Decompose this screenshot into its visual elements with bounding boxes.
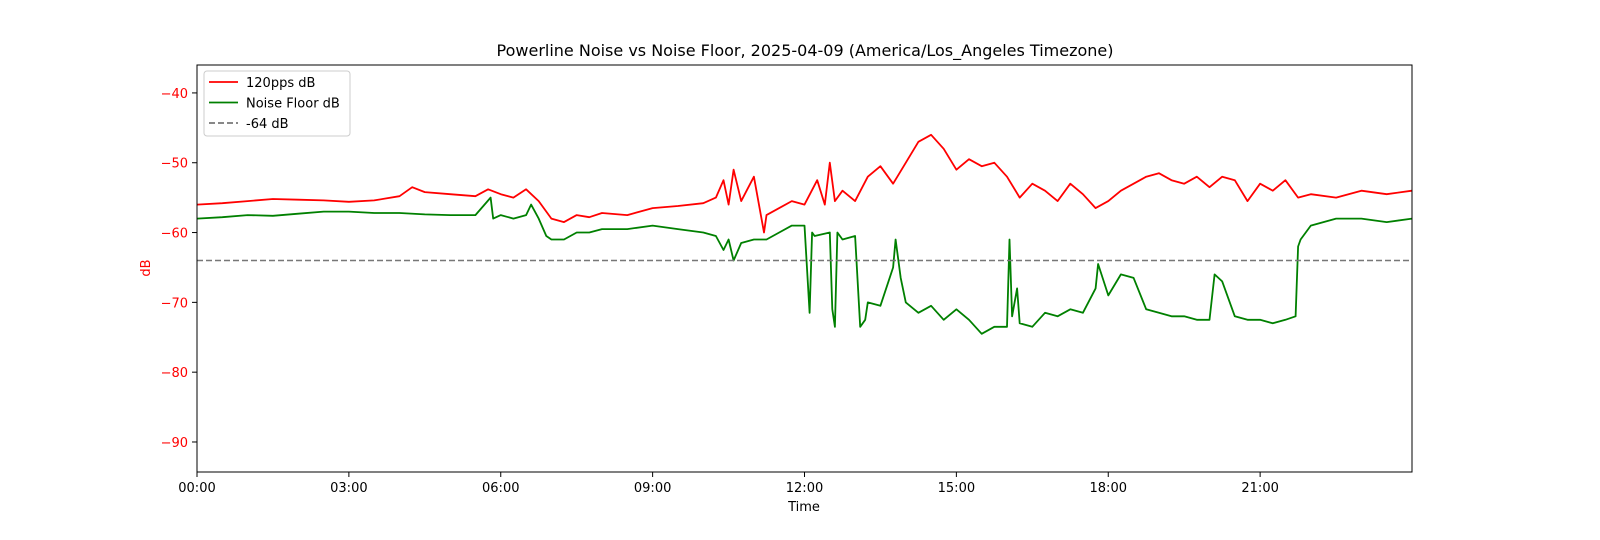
x-axis: 00:00 03:00 06:00 09:00 12:00 15:00 18:00 21:00 <box>178 472 1279 496</box>
y-tick-label: −50 <box>161 157 188 172</box>
x-tick-label: 15:00 <box>938 481 975 496</box>
x-tick-label: 12:00 <box>786 481 823 496</box>
x-tick-label: 21:00 <box>1241 481 1278 496</box>
x-tick-label: 03:00 <box>330 481 367 496</box>
series-line-1 <box>196 133 1413 234</box>
x-axis-label: Time <box>787 500 820 515</box>
y-tick-label: −70 <box>161 296 188 311</box>
legend: 120pps dB Noise Floor dB -64 dB <box>203 70 351 137</box>
y-axis-label: dB <box>139 259 154 276</box>
series-line-2 <box>196 196 1413 335</box>
legend-label: 120pps dB <box>246 76 315 91</box>
chart-title: Powerline Noise vs Noise Floor, 2025-04-… <box>497 41 1114 61</box>
y-tick-label: −90 <box>161 436 188 451</box>
y-axis: −40 −50 −60 −70 −80 −90 <box>161 87 197 451</box>
x-tick-label: 18:00 <box>1090 481 1127 496</box>
legend-label: Noise Floor dB <box>246 97 340 112</box>
plot-area <box>196 133 1413 335</box>
plot-frame <box>196 64 1413 473</box>
x-tick-label: 09:00 <box>634 481 671 496</box>
y-tick-label: −60 <box>161 227 188 242</box>
legend-label: -64 dB <box>246 117 289 132</box>
y-tick-label: −80 <box>161 366 188 381</box>
x-tick-label: 00:00 <box>178 481 215 496</box>
legend-box <box>203 70 351 137</box>
x-tick-label: 06:00 <box>482 481 519 496</box>
y-tick-label: −40 <box>161 87 188 102</box>
